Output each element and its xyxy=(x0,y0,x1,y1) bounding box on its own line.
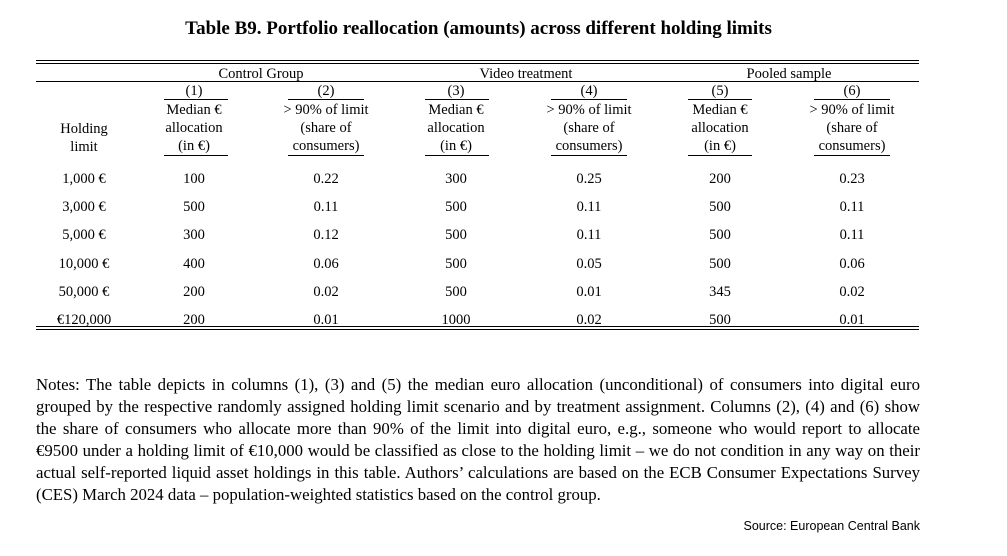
table-cell: 500 xyxy=(445,199,467,215)
col-header-line: (in €) xyxy=(440,138,472,154)
col-rule-5 xyxy=(688,99,752,100)
table-cell: 345 xyxy=(709,284,731,300)
col-rule-1 xyxy=(164,99,228,100)
header-rule-3 xyxy=(425,155,489,156)
col-header-line: > 90% of limit xyxy=(283,102,369,118)
table-cell: 0.11 xyxy=(839,227,865,243)
table-cell: 500 xyxy=(709,227,731,243)
table-cell: 0.23 xyxy=(839,171,865,187)
table-cell: 0.11 xyxy=(576,199,602,215)
table-cell: 500 xyxy=(709,256,731,272)
col-header-line: Median € xyxy=(166,102,222,118)
col-header-line: consumers) xyxy=(818,138,886,154)
table-cell: 0.05 xyxy=(576,256,602,272)
table-cell: 300 xyxy=(445,171,467,187)
col-header-line: > 90% of limit xyxy=(809,102,895,118)
col-header-line: (share of xyxy=(300,120,352,136)
col-header-6: > 90% of limit (share of consumers) xyxy=(787,101,917,155)
group-rule xyxy=(36,81,919,82)
table-cell: 0.02 xyxy=(313,284,339,300)
col-header-line: Median € xyxy=(692,102,748,118)
col-header-line: (share of xyxy=(563,120,615,136)
col-rule-3 xyxy=(425,99,489,100)
col-header-line: allocation xyxy=(165,120,223,136)
row-header-line-2: limit xyxy=(70,139,98,155)
table-cell: 500 xyxy=(709,199,731,215)
header-rule-6 xyxy=(814,155,890,156)
col-number-2: (2) xyxy=(317,83,335,99)
col-header-2: > 90% of limit (share of consumers) xyxy=(261,101,391,155)
col-header-line: > 90% of limit xyxy=(546,102,632,118)
col-header-line: (share of xyxy=(826,120,878,136)
table-cell: 0.01 xyxy=(313,312,339,328)
source-credit: Source: European Central Bank xyxy=(743,519,921,533)
table-cell: 0.25 xyxy=(576,171,602,187)
table-cell: 500 xyxy=(445,256,467,272)
table-title: Table B9. Portfolio reallocation (amount… xyxy=(185,18,772,39)
top-rule xyxy=(36,60,919,61)
table-cell: 0.11 xyxy=(576,227,602,243)
row-header-line-1: Holding xyxy=(60,121,108,137)
row-limit-1: 1,000 € xyxy=(62,171,106,187)
row-header-label: Holding limit xyxy=(36,120,132,156)
table-cell: 0.11 xyxy=(313,199,339,215)
col-header-line: consumers) xyxy=(292,138,360,154)
table-cell: 0.06 xyxy=(839,256,865,272)
col-number-6: (6) xyxy=(843,83,861,99)
col-header-line: Median € xyxy=(428,102,484,118)
col-header-4: > 90% of limit (share of consumers) xyxy=(524,101,654,155)
header-rule-1 xyxy=(164,155,228,156)
header-rule-2 xyxy=(288,155,364,156)
table-cell: 200 xyxy=(709,171,731,187)
row-limit-5: 50,000 € xyxy=(58,284,110,300)
col-header-line: consumers) xyxy=(555,138,623,154)
table-cell: 400 xyxy=(183,256,205,272)
col-header-line: allocation xyxy=(427,120,485,136)
col-number-3: (3) xyxy=(447,83,465,99)
col-header-5: Median € allocation (in €) xyxy=(660,101,780,155)
row-limit-4: 10,000 € xyxy=(58,256,110,272)
bottom-rule-inner xyxy=(36,329,919,330)
col-rule-2 xyxy=(288,99,364,100)
table-cell: 500 xyxy=(445,227,467,243)
group-header-pooled: Pooled sample xyxy=(746,66,832,82)
bottom-rule xyxy=(36,326,919,327)
table-cell: 0.11 xyxy=(839,199,865,215)
table-cell: 100 xyxy=(183,171,205,187)
col-number-1: (1) xyxy=(185,83,203,99)
header-rule-5 xyxy=(688,155,752,156)
table-cell: 300 xyxy=(183,227,205,243)
row-limit-2: 3,000 € xyxy=(62,199,106,215)
table-cell: 500 xyxy=(183,199,205,215)
table-cell: 200 xyxy=(183,312,205,328)
header-rule-4 xyxy=(551,155,627,156)
table-cell: 0.02 xyxy=(839,284,865,300)
row-limit-6: €120,000 xyxy=(56,312,112,328)
table-notes: Notes: The table depicts in columns (1),… xyxy=(36,375,920,504)
col-header-line: (in €) xyxy=(704,138,736,154)
table-cell: 500 xyxy=(445,284,467,300)
col-header-1: Median € allocation (in €) xyxy=(134,101,254,155)
top-rule-inner xyxy=(36,63,919,64)
table-cell: 0.06 xyxy=(313,256,339,272)
table-cell: 0.01 xyxy=(839,312,865,328)
col-rule-6 xyxy=(814,99,890,100)
table-cell: 500 xyxy=(709,312,731,328)
row-limit-3: 5,000 € xyxy=(62,227,106,243)
col-header-line: allocation xyxy=(691,120,749,136)
table-cell: 0.22 xyxy=(313,171,339,187)
col-number-4: (4) xyxy=(580,83,598,99)
col-header-line: (in €) xyxy=(178,138,210,154)
table-cell: 1000 xyxy=(441,312,471,328)
table-cell: 0.01 xyxy=(576,284,602,300)
table-cell: 200 xyxy=(183,284,205,300)
group-header-video: Video treatment xyxy=(479,66,573,82)
col-number-5: (5) xyxy=(711,83,729,99)
col-rule-4 xyxy=(551,99,627,100)
table-cell: 0.02 xyxy=(576,312,602,328)
table-cell: 0.12 xyxy=(313,227,339,243)
group-header-control: Control Group xyxy=(218,66,304,82)
col-header-3: Median € allocation (in €) xyxy=(396,101,516,155)
